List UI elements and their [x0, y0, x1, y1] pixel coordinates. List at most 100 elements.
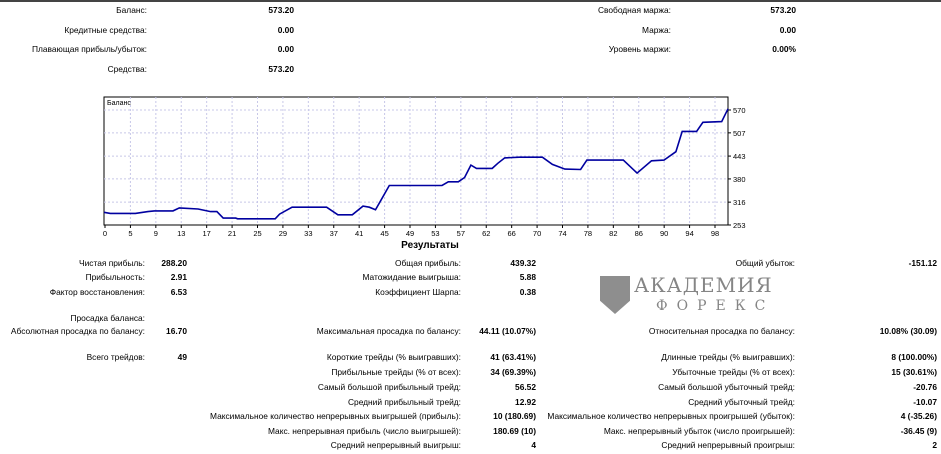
- results-col2-value: 56.52: [515, 382, 536, 392]
- results-col1-label: Всего трейдов:: [86, 352, 145, 362]
- x-tick-label: 21: [228, 229, 236, 237]
- results-col2-label: Общая прибыль:: [395, 258, 461, 268]
- results-col1-value: 49: [177, 352, 187, 362]
- summary-left-value: 573.20: [268, 5, 294, 15]
- results-col1-value: 16.70: [166, 326, 187, 336]
- x-tick-label: 49: [406, 229, 414, 237]
- results-col3-label: Макс. непрерывный убыток (число проигрыш…: [603, 426, 795, 436]
- x-tick-label: 29: [279, 229, 287, 237]
- results-col3-value: 15 (30.61%): [891, 367, 937, 377]
- results-col3-label: Длинные трейды (% выигравших):: [661, 352, 795, 362]
- summary-left-value: 0.00: [277, 44, 294, 54]
- results-col3-value: -36.45 (9): [900, 426, 937, 436]
- results-col1-value: 6.53: [170, 287, 187, 297]
- results-col2-value: 34 (69.39%): [490, 367, 536, 377]
- watermark-line2: ФОРЕКС: [656, 298, 775, 314]
- summary-right-label: Уровень маржи:: [608, 44, 671, 54]
- balance-chart: 0 5 9 13 17 21 25 29 33 37 41 45 49 53 57 62 66 70 74 78 82 8…: [103, 96, 746, 237]
- summary-right-value: 0.00%: [772, 44, 796, 54]
- results-col3-value: 8 (100.00%): [891, 352, 937, 362]
- x-tick-label: 70: [533, 229, 541, 237]
- x-tick-label: 9: [154, 229, 158, 237]
- results-col2-label: Средний прибыльный трейд:: [347, 397, 461, 407]
- results-col1-label: Абсолютная просадка по балансу:: [10, 326, 145, 336]
- summary-right-value: 0.00: [779, 25, 796, 35]
- results-col1-label: Чистая прибыль:: [79, 258, 145, 268]
- results-col1-value: 2.91: [170, 272, 187, 282]
- plot-area: [103, 96, 729, 226]
- summary-left-value: 0.00: [277, 25, 294, 35]
- results-col3-value: 10.08% (30.09): [879, 326, 937, 336]
- academy-forex-watermark-logo: АКАДЕМИЯ ФОРЕКС: [600, 274, 840, 318]
- results-col3-label: Убыточные трейды (% от всех):: [672, 367, 795, 377]
- results-col3-label: Средний непрерывный проигрыш:: [661, 440, 795, 450]
- x-tick-label: 37: [330, 229, 338, 237]
- x-tick-label: 66: [507, 229, 515, 237]
- results-col2-value: 439.32: [510, 258, 536, 268]
- window-top-border: [0, 0, 941, 2]
- results-col2-label: Средний непрерывный выигрыш:: [330, 440, 461, 450]
- results-col3-label: Средний убыточный трейд:: [688, 397, 795, 407]
- results-col1-label: Просадка баланса:: [70, 313, 145, 323]
- results-col1-value: 288.20: [161, 258, 187, 268]
- results-col3-label: Общий убыток:: [735, 258, 795, 268]
- x-tick-label: 90: [660, 229, 668, 237]
- results-col3-value: -20.76: [913, 382, 937, 392]
- x-tick-label: 86: [635, 229, 643, 237]
- y-tick-label: 316: [733, 198, 746, 207]
- results-col2-label: Максимальное количество непрерывных выиг…: [210, 411, 461, 421]
- x-tick-label: 82: [609, 229, 617, 237]
- results-col3-label: Самый большой убыточный трейд:: [658, 382, 795, 392]
- x-tick-label: 53: [431, 229, 439, 237]
- x-tick-label: 62: [482, 229, 490, 237]
- summary-right-value: 573.20: [770, 5, 796, 15]
- y-tick-label: 380: [733, 175, 746, 184]
- results-col3-value: -151.12: [908, 258, 937, 268]
- results-col2-label: Матожидание выигрыша:: [362, 272, 461, 282]
- results-col2-label: Макс. непрерывная прибыль (число выигрыш…: [267, 426, 461, 436]
- results-col2-label: Максимальная просадка по балансу:: [316, 326, 461, 336]
- x-tick-label: 94: [685, 229, 693, 237]
- results-col3-value: 2: [932, 440, 937, 450]
- x-tick-label: 33: [304, 229, 312, 237]
- results-col2-value: 180.69 (10): [493, 426, 536, 436]
- shield-candles-icon: [600, 276, 630, 314]
- results-col3-label: Относительная просадка по балансу:: [648, 326, 795, 336]
- x-tick-label: 13: [177, 229, 185, 237]
- results-col1-label: Прибыльность:: [85, 272, 145, 282]
- results-title: Результаты: [401, 240, 459, 251]
- summary-left-label: Плавающая прибыль/убыток:: [31, 44, 147, 54]
- results-col2-label: Прибыльные трейды (% от всех):: [331, 367, 461, 377]
- x-tick-label: 0: [103, 229, 107, 237]
- balance-series-line: [103, 108, 729, 220]
- y-tick-label: 443: [733, 152, 746, 161]
- results-col1-label: Фактор восстановления:: [49, 287, 145, 297]
- results-col2-value: 10 (180.69): [493, 411, 536, 421]
- results-col3-value: 4 (-35.26): [900, 411, 937, 421]
- summary-right-label: Свободная маржа:: [597, 5, 671, 15]
- results-col2-value: 5.88: [519, 272, 536, 282]
- x-tick-label: 98: [711, 229, 719, 237]
- x-tick-label: 25: [253, 229, 261, 237]
- summary-left-label: Кредитные средства:: [64, 25, 147, 35]
- summary-right-label: Маржа:: [642, 25, 671, 35]
- results-col2-value: 44.11 (10.07%): [479, 326, 536, 336]
- results-col2-value: 12.92: [515, 397, 536, 407]
- chart-title: Баланс: [107, 100, 131, 107]
- x-tick-label: 45: [380, 229, 388, 237]
- x-tick-label: 57: [457, 229, 465, 237]
- x-tick-label: 17: [202, 229, 210, 237]
- results-col3-value: -10.07: [913, 397, 937, 407]
- y-tick-label: 570: [733, 106, 746, 115]
- x-tick-label: 41: [355, 229, 363, 237]
- results-col2-label: Самый большой прибыльный трейд:: [317, 382, 461, 392]
- results-col2-label: Короткие трейды (% выигравших):: [326, 352, 461, 362]
- summary-left-value: 573.20: [268, 64, 294, 74]
- results-col2-value: 4: [531, 440, 536, 450]
- results-col2-value: 41 (63.41%): [490, 352, 536, 362]
- watermark-line1: АКАДЕМИЯ: [634, 273, 773, 297]
- results-col2-label: Коэффициент Шарпа:: [375, 287, 461, 297]
- summary-left-label: Средства:: [107, 64, 147, 74]
- x-tick-label: 78: [584, 229, 592, 237]
- x-tick-label: 5: [128, 229, 132, 237]
